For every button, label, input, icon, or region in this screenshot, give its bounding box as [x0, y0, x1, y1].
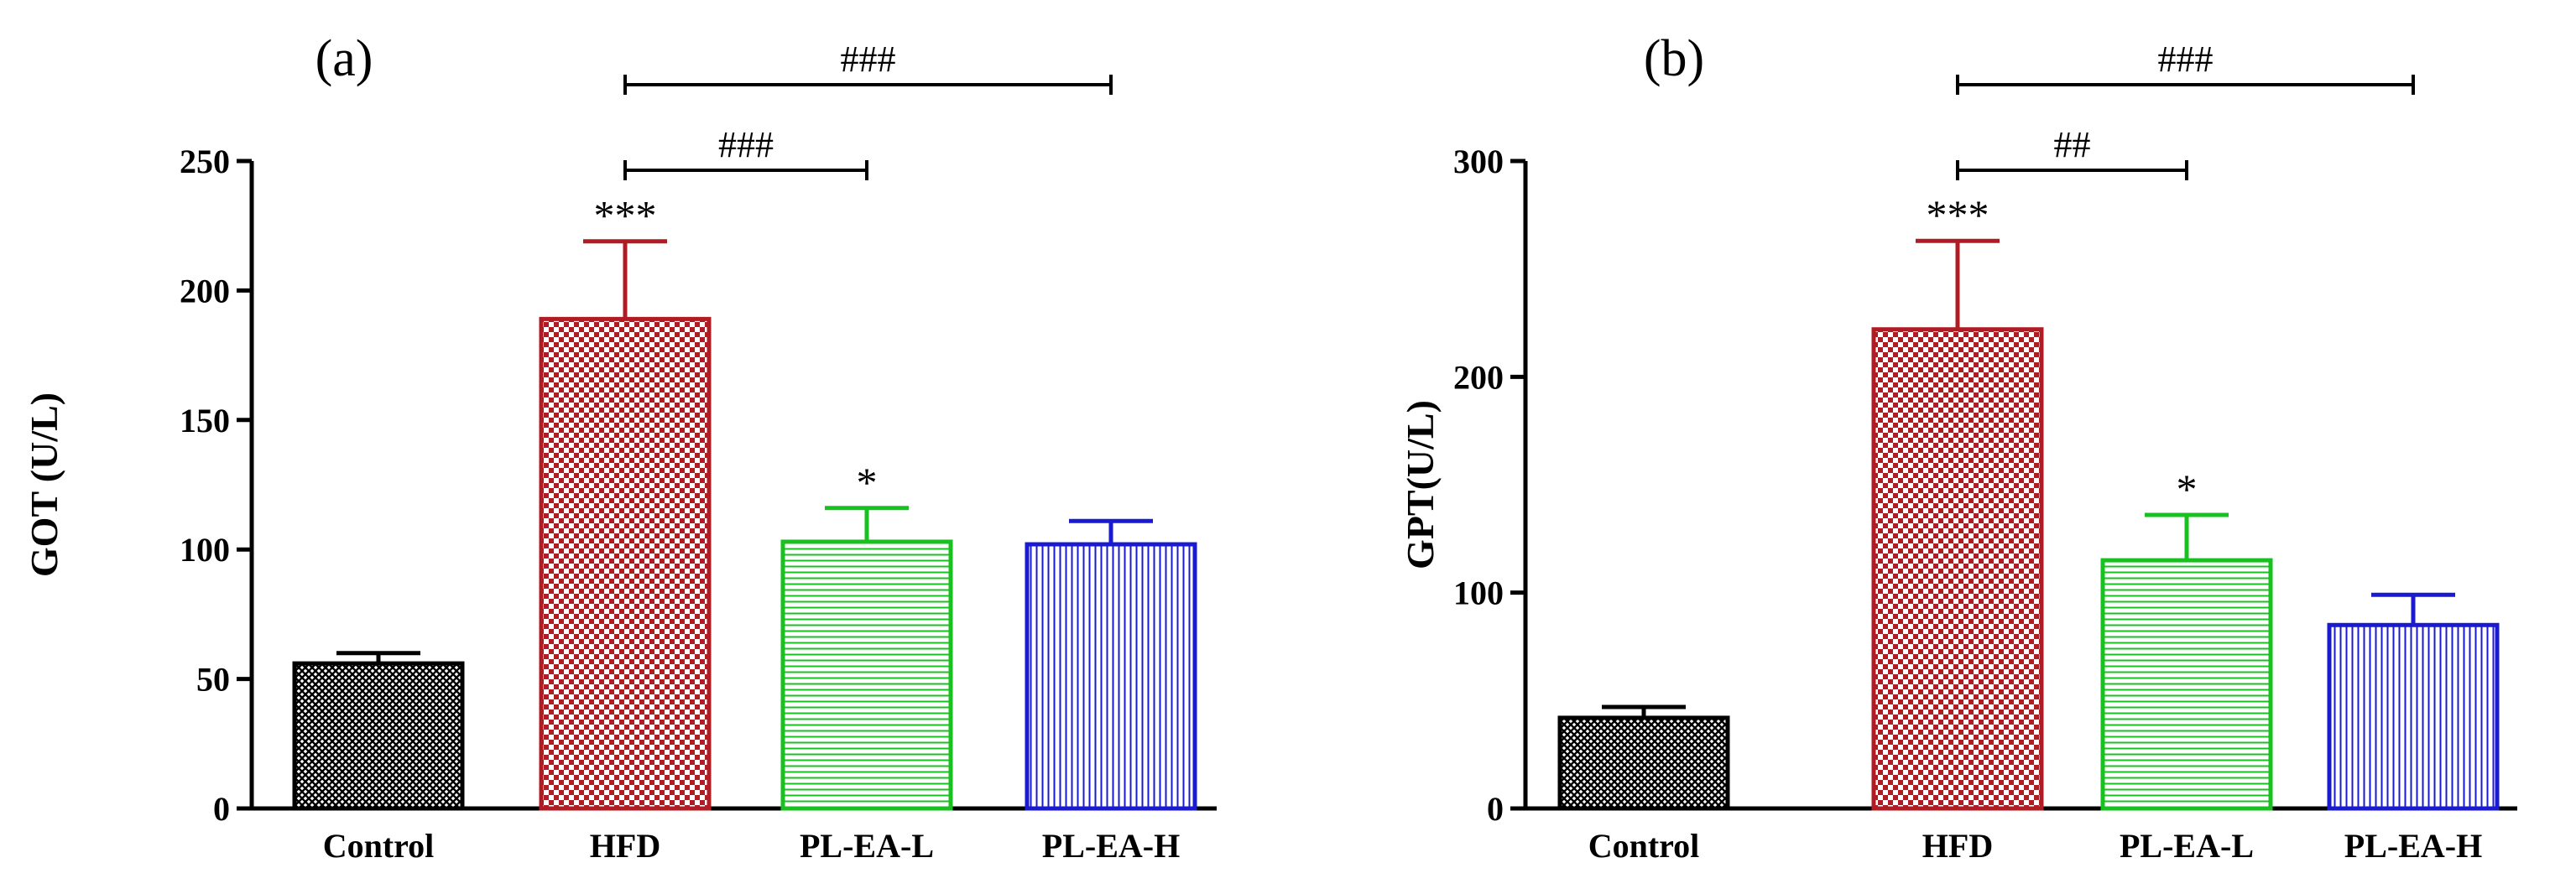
panel-b: (b) GPT(U/L) 0 100 200 300 Control HFD *** PL-EA-… [1399, 30, 2517, 865]
y-tick-label: 300 [1453, 143, 1504, 180]
bar-pl-ea-l [2100, 558, 2273, 811]
category-label: Control [1588, 827, 1700, 865]
y-tick-label: 200 [180, 272, 230, 309]
comparison-label: ### [841, 39, 896, 80]
y-tick-label: 200 [1453, 358, 1504, 396]
panel-label: (b) [1644, 30, 1704, 87]
category-label: PL-EA-H [2344, 827, 2482, 865]
y-tick-label: 250 [180, 143, 230, 180]
y-tick-label: 100 [180, 531, 230, 569]
significance-label: *** [1927, 191, 1989, 238]
y-tick-label: 0 [213, 790, 230, 828]
comparison-label: ### [718, 124, 774, 165]
y-tick-label: 100 [1453, 574, 1504, 612]
significance-label: *** [594, 192, 657, 239]
y-axis-title: GPT(U/L) [1399, 400, 1442, 569]
bar-hfd [1871, 327, 2044, 811]
category-label: PL-EA-L [2120, 827, 2254, 865]
category-label: HFD [590, 827, 660, 865]
significance-label: * [2177, 465, 2198, 512]
bar-pl-ea-l [780, 539, 953, 811]
bar-control [292, 661, 465, 811]
comparison-label: ## [2054, 124, 2091, 165]
significance-label: * [857, 459, 878, 506]
y-axis-title: GOT (U/L) [23, 392, 65, 577]
bar-hfd [539, 316, 712, 811]
category-label: Control [323, 827, 435, 865]
bar-control [1557, 715, 1730, 811]
category-label: HFD [1922, 827, 1993, 865]
category-label: PL-EA-H [1042, 827, 1180, 865]
y-tick-label: 50 [196, 661, 230, 699]
panel-label: (a) [315, 30, 373, 87]
y-tick-label: 0 [1487, 790, 1504, 828]
bar-pl-ea-h [2327, 622, 2500, 811]
y-tick-label: 150 [180, 402, 230, 439]
comparison-label: ### [2158, 39, 2214, 80]
category-label: PL-EA-L [800, 827, 934, 865]
bar-pl-ea-h [1025, 542, 1197, 811]
